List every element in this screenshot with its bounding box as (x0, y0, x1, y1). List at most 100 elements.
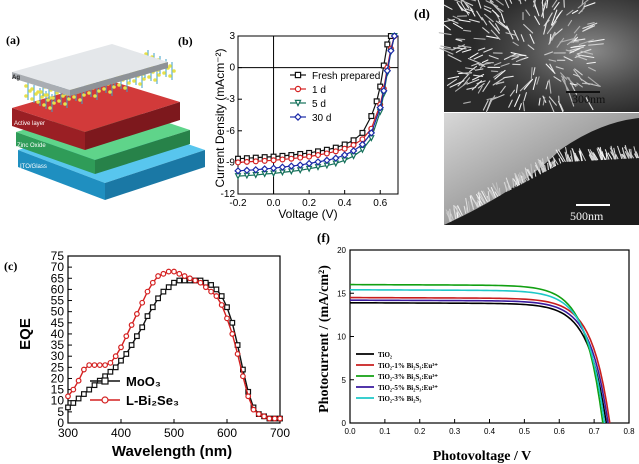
sem-nanorod (588, 38, 605, 43)
panel-c-y-tick-label: 20 (51, 371, 65, 385)
sem-nanorod (465, 207, 468, 214)
nanoparticle (127, 81, 131, 85)
panel-b-data-point (297, 154, 304, 161)
panel-b-y-tick-label: -12 (221, 189, 236, 200)
sem-nanorod (551, 0, 558, 8)
sem-nanorod (599, 149, 603, 161)
sem-nanorod (560, 157, 564, 163)
nanoparticle (117, 83, 121, 87)
nanoparticle (30, 97, 34, 101)
layer-label-zno: Zinc Oxide (17, 143, 46, 149)
sem-nanorod (508, 99, 513, 108)
panel-b-data-point (387, 46, 395, 55)
panel-f-legend-label: TiO₂-3% Bi₂S₃ (378, 395, 421, 403)
nanoparticle (36, 100, 40, 104)
sem-nanorod (543, 22, 547, 35)
sem-nanorod (461, 49, 472, 53)
sem-nanorod (453, 204, 457, 220)
panel-c-data-point (134, 333, 140, 340)
panel-f-x-tick-label: 0.0 (344, 427, 356, 436)
panel-b-series-line (237, 35, 392, 160)
sem-nanorod (477, 83, 485, 89)
nanoparticle (147, 75, 151, 79)
panel-f-label: (f) (317, 230, 330, 245)
sem-nanorod (574, 153, 580, 162)
sem-nanorod (476, 201, 480, 208)
panel-f-x-tick-label: 0.8 (623, 427, 635, 436)
panel-f-series-line (349, 283, 604, 424)
sem-nanorod (477, 0, 482, 9)
sem-nanorod (462, 29, 472, 32)
panel-f-series-line (349, 299, 609, 424)
sem-nanorod (548, 160, 552, 169)
panel-f-y-axis-label: Photocurrent / (mA/cm²) (317, 265, 332, 413)
sem-nanorod (465, 197, 469, 213)
panel-c-y-tick-label: 65 (51, 271, 65, 285)
panel-b-axes-frame (237, 35, 399, 195)
panel-b-data-point (323, 156, 331, 165)
sem-nanorod (617, 145, 623, 160)
sem-nanorod (483, 48, 493, 53)
sem-nanorod (505, 32, 517, 36)
panel-b-data-point (350, 142, 357, 149)
panel-f-x-tick-label: 0.7 (589, 427, 601, 436)
sem-nanorod (573, 25, 581, 34)
sem-nanorod (576, 82, 583, 88)
sem-nanorod (624, 146, 630, 159)
sem-nanorod (467, 57, 483, 65)
sem-nanorod (532, 76, 537, 91)
nanoparticle (157, 73, 161, 77)
sem-nanorod (573, 38, 586, 42)
panel-b-data-point (279, 156, 286, 163)
nanoparticle (72, 95, 76, 99)
sem-nanorod (551, 161, 555, 168)
panel-c-legend-label: MoO₃ (126, 374, 161, 389)
sem-nanorod (511, 56, 520, 60)
panel-b-y-tick-label: -6 (226, 126, 235, 137)
sem-nanorod (491, 9, 500, 18)
sem-nanorod (473, 37, 486, 40)
sem-nanorod (489, 0, 494, 3)
sem-nanorod (580, 78, 590, 85)
sem-nanorod (505, 177, 512, 191)
sem-nanorod (567, 19, 573, 27)
sem-nanorod (541, 2, 547, 17)
panel-b-data-point (252, 166, 260, 174)
panel-c-data-point (118, 344, 124, 351)
sem-nanorod (484, 13, 494, 23)
sem-nanorod (569, 47, 581, 54)
panel-c-x-tick-label: 300 (58, 426, 78, 440)
sem-nanorod (515, 84, 519, 94)
sem-nanorod (463, 77, 471, 86)
sem-nanorod (523, 92, 527, 102)
active-layer-front (12, 108, 85, 150)
nanoparticle (52, 101, 56, 105)
panel-c-data-point (80, 391, 87, 397)
sem-nanorod (548, 79, 552, 94)
panel-b-data-point (287, 162, 296, 170)
panel-f-y-tick-label: 5 (342, 376, 347, 385)
panel-b-data-point (260, 165, 269, 173)
sem-nanorod (454, 81, 469, 92)
sem-nanorod (481, 59, 489, 64)
sem-nanorod (514, 94, 521, 107)
panel-c-data-point (186, 275, 193, 282)
nanoparticle (67, 97, 71, 101)
panel-f-x-tick-label: 0.4 (484, 427, 496, 436)
panel-c-y-tick-label: 60 (51, 282, 65, 296)
panel-c-x-tick-label: 700 (270, 426, 290, 440)
panel-b-data-point (252, 158, 259, 165)
sem-nanorod (458, 19, 471, 23)
panel-c-data-point (171, 268, 177, 275)
sem-nanorod (635, 151, 639, 159)
panel-b-data-point (332, 148, 339, 155)
sem-nanorod (457, 45, 472, 48)
panel-c-x-tick-label: 400 (111, 426, 131, 440)
panel-f-x-tick-label: 0.6 (554, 427, 566, 436)
sem-nanorod (559, 38, 574, 43)
panel-c-legend-marker (101, 396, 109, 404)
panel-f-legend-label: TiO₂ (378, 351, 392, 359)
sem-nanorod (463, 205, 467, 214)
panel-c-eqe-chart: (c) EQE Wavelength (nm) 300 400 500 600 700 0… (4, 249, 290, 460)
